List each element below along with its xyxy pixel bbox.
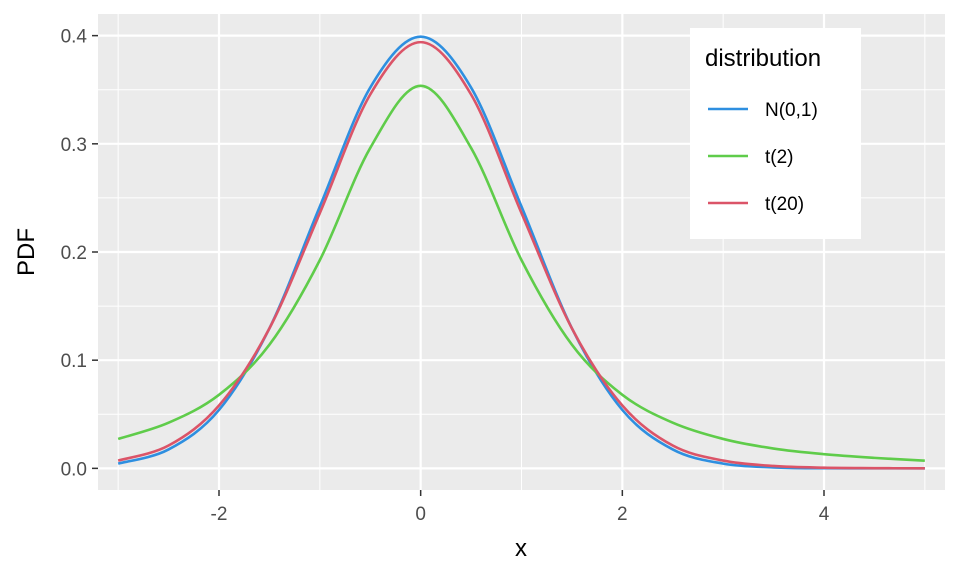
legend-label-1: t(2): [765, 147, 794, 168]
y-tick-label: 0.0: [61, 459, 87, 480]
series-line-1: [117, 84, 925, 462]
x-tick-label: -2: [211, 504, 228, 525]
y-axis: 0.0 0.1 0.2 0.3 0.4: [61, 27, 98, 480]
x-tick-label: 4: [819, 504, 830, 525]
legend-items: N(0,1) t(2) t(20): [708, 100, 818, 215]
y-tick-label: 0.3: [61, 135, 87, 156]
series-line-2: [117, 40, 925, 470]
legend-label-2: t(20): [765, 194, 804, 215]
y-tick-label: 0.2: [61, 243, 87, 264]
x-tick-label: 0: [415, 504, 426, 525]
y-axis-title: PDF: [13, 228, 40, 276]
x-axis-title: x: [515, 535, 527, 562]
y-tick-label: 0.4: [61, 27, 88, 48]
legend: distribution N(0,1) t(2) t(20): [690, 28, 861, 239]
legend-title: distribution: [705, 45, 821, 72]
legend-label-0: N(0,1): [765, 100, 818, 121]
x-axis: -2 0 2 4: [211, 490, 830, 525]
x-tick-label: 2: [617, 504, 628, 525]
series-lines: [117, 35, 925, 470]
y-tick-label: 0.1: [61, 351, 87, 372]
